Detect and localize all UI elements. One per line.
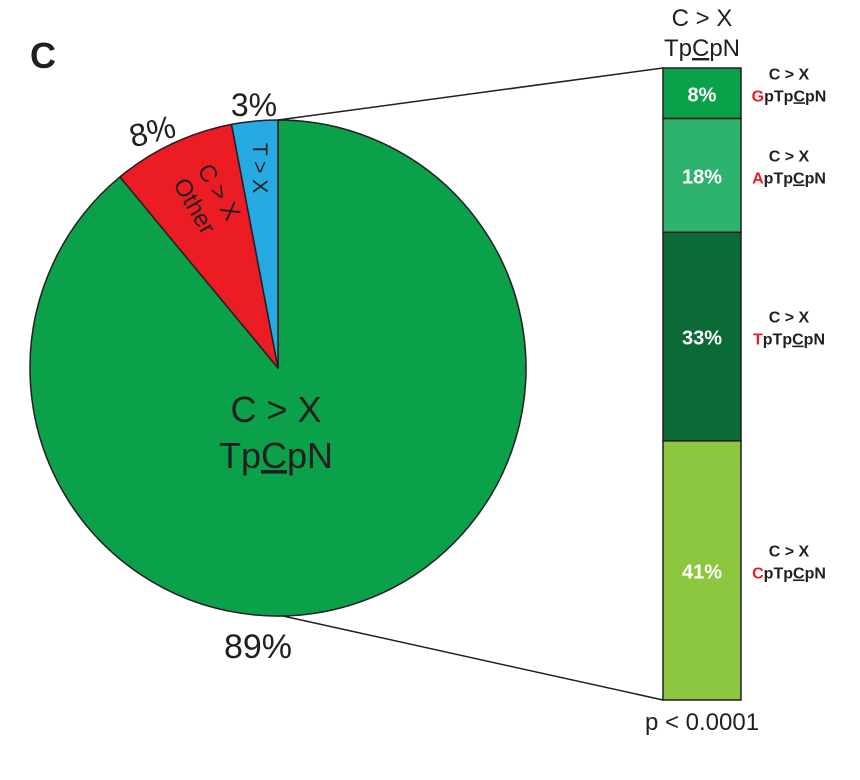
bar-title-part: Tp xyxy=(664,35,692,62)
bar-segment-4 xyxy=(662,440,742,701)
pie-slice-1-label-line2-part: pN xyxy=(287,435,333,476)
bar-segment-3-label-line1: C > X xyxy=(769,310,810,327)
bar-segment-2-context: pTp xyxy=(764,170,794,187)
pie-slice-1-label-line1: C > X xyxy=(230,389,321,430)
bar-segment-3-prefix: T xyxy=(753,332,763,349)
bar-segment-1-suffix: pN xyxy=(805,88,826,105)
pie-slice-2 xyxy=(119,123,279,369)
bar-segment-3-label-line2: TpTpCpN xyxy=(753,332,825,349)
bar-segment-4-value: 41% xyxy=(682,561,722,583)
bar-segment-1-value: 8% xyxy=(688,84,717,106)
bar-segment-4-suffix: pN xyxy=(805,565,826,582)
bar-segment-1-label-line2: GpTpCpN xyxy=(752,88,827,105)
bar-title-line1: C > X xyxy=(672,5,733,32)
pie-slice-1-label-line2-underlined: C xyxy=(261,435,287,476)
bar-segment-4-context: pTp xyxy=(764,565,794,582)
bar-segment-4-label-line1: C > X xyxy=(769,543,810,560)
pie-slice-1-percent: 89% xyxy=(224,628,292,666)
bar-segment-2-value: 18% xyxy=(682,166,722,188)
bar-segment-3 xyxy=(662,231,742,442)
bar-segment-2-prefix: A xyxy=(752,170,764,187)
bar-segment-1-prefix: G xyxy=(752,88,764,105)
bar-segment-4-label-line2: CpTpCpN xyxy=(752,565,826,582)
bar-segment-1 xyxy=(662,67,742,120)
bar-segment-2 xyxy=(662,117,742,234)
bar-title-line2: TpCpN xyxy=(664,35,740,62)
bar-segment-4-underlined: C xyxy=(793,565,805,582)
pie-slice-3-percent: 3% xyxy=(231,87,277,123)
bar-segment-3-value: 33% xyxy=(682,328,722,350)
bar-title-underlined: C xyxy=(692,35,709,62)
pie-slice-3 xyxy=(230,119,279,369)
bar-segment-2-underlined: C xyxy=(793,170,805,187)
bar-segment-2-suffix: pN xyxy=(805,170,826,187)
panel-label: C xyxy=(30,35,56,76)
bar-title-part: pN xyxy=(709,35,740,62)
bar-segment-1-context: pTp xyxy=(764,88,794,105)
bar-segment-4-prefix: C xyxy=(752,565,764,582)
connector-line-top xyxy=(277,67,664,121)
bar-segment-1-label-line1: C > X xyxy=(769,66,810,83)
pie-slice-3-label: T > X xyxy=(248,143,271,193)
pie-slice-1-label-line2-part: Tp xyxy=(219,435,261,476)
connector-lines xyxy=(277,67,664,701)
bar-segment-3-context: pTp xyxy=(763,332,793,349)
bar-segment-3-underlined: C xyxy=(792,332,804,349)
bar-segment-2-label-line1: C > X xyxy=(769,148,810,165)
bar-segment-2-label-line2: ApTpCpN xyxy=(752,170,826,187)
bar-segment-1-underlined: C xyxy=(793,88,805,105)
p-value-footnote: p < 0.0001 xyxy=(645,709,759,736)
pie-slice-1-label-line2: TpCpN xyxy=(219,435,333,476)
bar-segment-3-suffix: pN xyxy=(804,332,825,349)
connector-line-bottom xyxy=(282,615,664,701)
